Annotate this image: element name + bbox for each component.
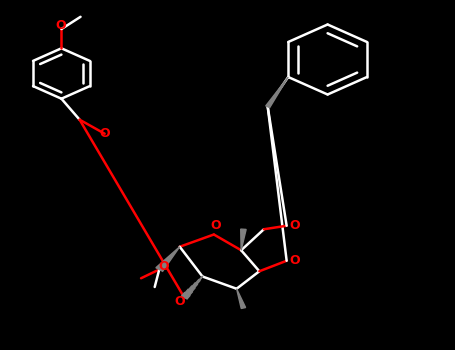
Text: O: O [289,219,300,232]
Polygon shape [196,280,200,284]
Polygon shape [188,286,195,292]
Text: O: O [174,295,185,308]
Polygon shape [156,247,180,271]
Polygon shape [182,293,190,299]
Polygon shape [237,289,246,308]
Text: O: O [158,259,169,273]
Text: O: O [211,219,222,232]
Polygon shape [241,229,246,250]
Polygon shape [199,276,203,280]
Polygon shape [266,77,288,107]
Text: O: O [56,19,66,32]
Text: O: O [289,253,300,267]
Polygon shape [185,289,192,295]
Polygon shape [192,283,197,288]
Text: O: O [99,127,110,140]
